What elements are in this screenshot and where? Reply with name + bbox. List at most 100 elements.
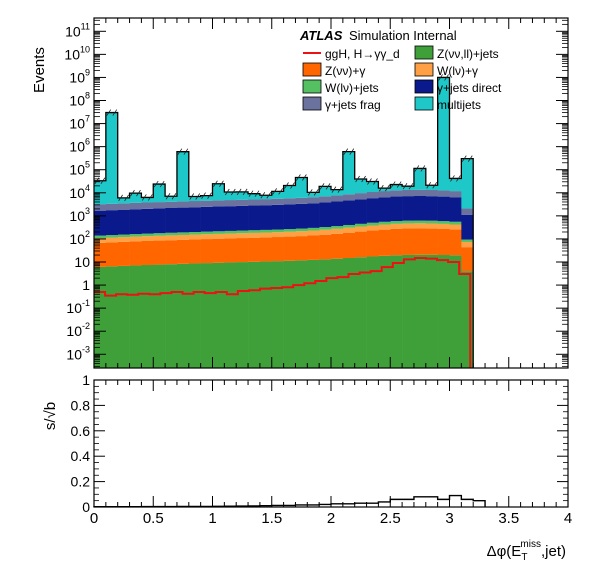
stack-bar (437, 255, 450, 368)
uncertainty-hatch-mark (438, 74, 449, 81)
stack-bar (224, 206, 237, 231)
stack-bar (105, 210, 118, 236)
stack-bar (295, 228, 308, 232)
stack-bar (319, 259, 332, 368)
legend-entry-label: γ+jets frag (325, 98, 381, 112)
stack-bar (141, 265, 154, 368)
stack-bar (248, 205, 261, 231)
ratio-y-tick-label: 0.2 (71, 474, 91, 490)
stack-bar (129, 193, 142, 203)
stack-bar (200, 263, 213, 368)
uncertainty-hatch-mark (307, 189, 319, 196)
stack-bar (378, 229, 391, 256)
stack-total-outline (94, 76, 474, 368)
stack-bar (117, 197, 130, 204)
stack-bar (413, 254, 427, 368)
stack-bar (354, 231, 367, 258)
main-y-tick-label: 107 (69, 114, 90, 132)
stack-bar (331, 258, 344, 368)
stack-bar (129, 236, 142, 242)
stack-bar (319, 234, 332, 260)
stack-bar (378, 224, 391, 230)
stack-bar (402, 186, 415, 190)
stack-bar (153, 235, 166, 241)
stack-bar (307, 227, 320, 231)
legend-entry-label: γ+jets direct (437, 81, 502, 95)
uncertainty-hatch-mark (355, 175, 366, 183)
stack-bar (425, 223, 438, 229)
stack-bar (236, 191, 249, 200)
stack-bar (319, 202, 332, 228)
x-tick-label: 2.5 (380, 510, 401, 527)
stack-bar (283, 229, 296, 232)
uncertainty-hatch-mark (177, 148, 189, 155)
stack-bar (413, 189, 427, 197)
stack-bar (295, 177, 308, 198)
stack-bar (129, 265, 142, 368)
stack-bar (461, 158, 474, 209)
stack-bar (283, 260, 296, 368)
stack-bar (212, 238, 225, 263)
stack-bar (271, 261, 284, 368)
stack-bar (402, 228, 415, 255)
stack-bar (129, 241, 142, 266)
stack-bar (425, 190, 438, 197)
stack-bar (366, 181, 379, 193)
stack-bar (141, 208, 154, 234)
stack-bar (449, 191, 462, 198)
stack-bar (437, 221, 450, 224)
stack-bar (188, 239, 201, 264)
stack-bar (354, 193, 367, 200)
stack-bar (402, 223, 415, 229)
uncertainty-hatch-mark (461, 155, 473, 162)
stack-bar (283, 231, 296, 237)
stack-bar (153, 208, 166, 234)
legend-swatch (302, 79, 322, 94)
stack-bar (165, 264, 178, 368)
stack-bar (461, 214, 474, 240)
main-axes: 10-310-210-11101021031041051061071081091… (64, 18, 569, 368)
x-tick-label: 1.5 (261, 510, 282, 527)
stack-bar (117, 265, 130, 368)
stack-bar (141, 236, 154, 241)
simulation-status-label: Simulation Internal (349, 28, 457, 43)
stack-bar (117, 234, 130, 238)
ratio-axes: 0 0.2 0.4 0.6 0.8 1 (71, 372, 569, 515)
stack-bar (200, 234, 213, 240)
stack-bar (461, 239, 474, 242)
stack-bar (141, 197, 154, 203)
legend-entry-label: Z(νν,ll)+jets (437, 47, 499, 61)
stack-bar (212, 233, 225, 239)
stack-bar (390, 223, 403, 229)
stack-bar (165, 232, 178, 236)
stack-bar (200, 195, 213, 201)
stack-bar (105, 242, 118, 267)
stack-bar (224, 233, 237, 239)
stack-bar (390, 228, 403, 256)
stack-bar (129, 234, 142, 237)
stack-bar (366, 222, 379, 226)
main-y-tick-label: 105 (69, 160, 90, 178)
stack-bar (141, 240, 154, 265)
stack-bar (295, 236, 308, 261)
stack-bar (248, 230, 261, 233)
stack-bar (319, 196, 332, 203)
stack-bar (165, 240, 178, 265)
stack-bar (259, 205, 273, 230)
stack-bar (437, 228, 450, 255)
x-tick-label: 0.5 (143, 510, 164, 527)
stack-bar (461, 247, 474, 272)
stack-bar (165, 201, 178, 208)
stack-bar (319, 227, 332, 230)
stack-bar (402, 220, 415, 224)
uncertainty-hatch-mark (189, 193, 201, 200)
x-tick-label: 3 (445, 510, 453, 527)
stack-bar (212, 200, 225, 207)
stack-bar (248, 261, 261, 368)
stack-bar (212, 231, 225, 234)
stack-bar (342, 224, 355, 228)
stack-bar (117, 203, 130, 210)
stack-bar (200, 231, 213, 235)
stack-bar (461, 208, 474, 215)
stack-bar (248, 193, 261, 200)
